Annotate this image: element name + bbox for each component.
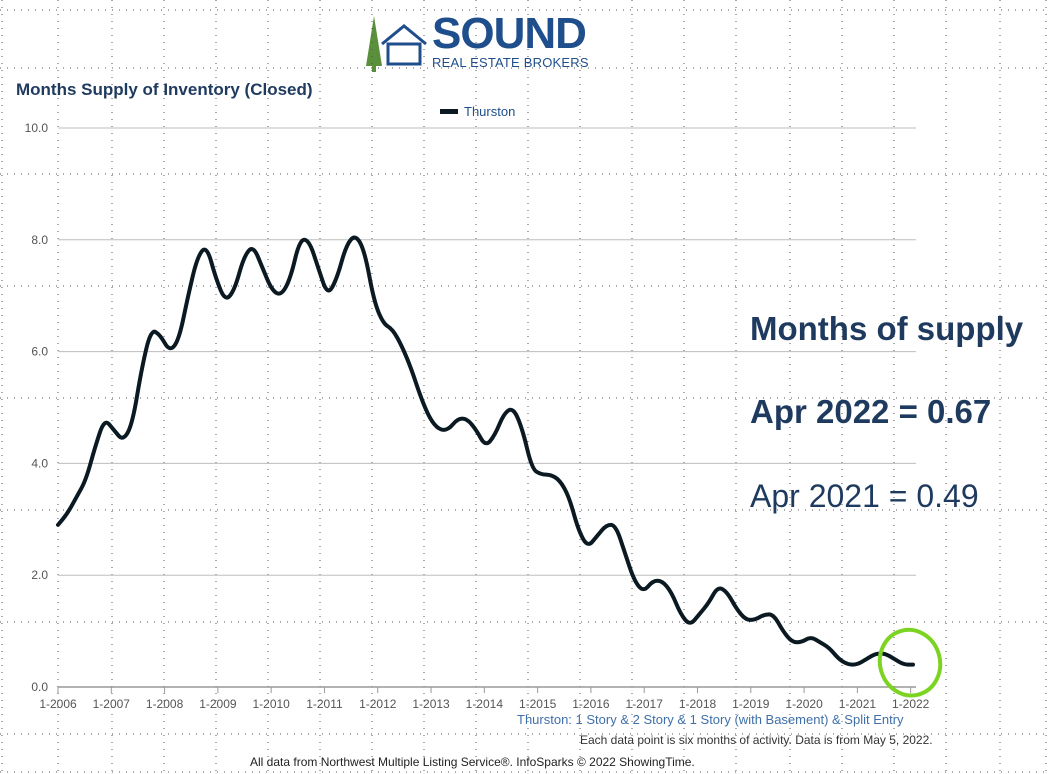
tree-house-logo-icon (366, 16, 427, 72)
highlight-circle (877, 627, 943, 698)
annotation-current: Apr 2022 = 0.67 (750, 393, 992, 430)
x-tick-label: 1-2018 (679, 697, 717, 711)
chart-title: Months Supply of Inventory (Closed) (16, 80, 313, 99)
x-tick-label: 1-2022 (892, 697, 930, 711)
x-tick-label: 1-2009 (199, 697, 237, 711)
y-tick-label: 10.0 (25, 121, 49, 135)
x-tick-label: 1-2013 (412, 697, 450, 711)
x-tick-label: 1-2014 (466, 697, 504, 711)
footer-source: All data from Northwest Multiple Listing… (250, 755, 695, 769)
y-tick-label: 8.0 (31, 233, 48, 247)
x-tick-label: 1-2010 (252, 697, 290, 711)
x-tick-label: 1-2019 (732, 697, 770, 711)
y-tick-label: 2.0 (31, 568, 48, 582)
brand-name: SOUND (432, 9, 587, 58)
x-tick-label: 1-2021 (839, 697, 877, 711)
x-tick-label: 1-2011 (306, 697, 343, 711)
x-tick-label: 1-2006 (39, 697, 77, 711)
legend-label: Thurston (464, 104, 516, 119)
footer-filters: Thurston: 1 Story & 2 Story & 1 Story (w… (517, 712, 904, 727)
legend: Thurston (440, 104, 515, 119)
x-tick-label: 1-2020 (785, 697, 823, 711)
x-tick-label: 1-2012 (359, 697, 397, 711)
x-tick-label: 1-2008 (146, 697, 184, 711)
x-tick-label: 1-2007 (93, 697, 131, 711)
y-tick-label: 6.0 (31, 345, 48, 359)
y-tick-label: 0.0 (31, 680, 48, 694)
brand-tagline: REAL ESTATE BROKERS (432, 55, 589, 70)
footer-note: Each data point is six months of activit… (580, 733, 933, 747)
x-tick-label: 1-2017 (626, 697, 664, 711)
y-tick-label: 4.0 (31, 456, 48, 470)
legend-swatch (440, 109, 458, 114)
series-line-thurston (56, 235, 915, 667)
x-tick-label: 1-2015 (519, 697, 557, 711)
annotation-heading: Months of supply (750, 310, 1024, 347)
annotation-prior: Apr 2021 = 0.49 (750, 478, 979, 514)
x-tick-label: 1-2016 (572, 697, 610, 711)
